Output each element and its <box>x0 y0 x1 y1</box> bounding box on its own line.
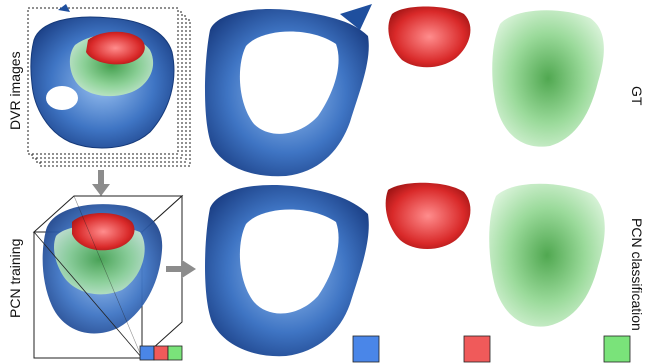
cube-edge <box>33 231 143 359</box>
cube-hidden-edge <box>73 195 143 359</box>
pcn-training-label: PCN training <box>7 239 23 318</box>
pcn-blue-hole <box>239 209 339 314</box>
pcn-green-shape <box>489 183 605 327</box>
class-swatch-green <box>603 335 631 363</box>
dvr-hole <box>46 86 78 110</box>
pcn-training-cube <box>32 194 184 360</box>
pcn-blue-render <box>205 184 369 357</box>
down-arrow-icon <box>92 170 110 196</box>
class-swatch-blue <box>352 335 380 363</box>
dvr-images-label: DVR images <box>7 51 23 130</box>
legend-swatch-red <box>153 345 169 361</box>
gt-green-render <box>492 10 604 147</box>
pcn-red-render <box>385 182 471 249</box>
pcn-red-points <box>72 213 135 251</box>
legend-swatch-blue <box>139 345 155 361</box>
class-swatch-red <box>463 335 491 363</box>
pcn-red-shape <box>385 182 471 249</box>
dvr-red-volume <box>86 31 145 65</box>
pcn-classification-label: PCN classification <box>629 218 645 331</box>
dvr-top-fragment <box>58 4 70 12</box>
gt-label: GT <box>629 86 645 106</box>
gt-red-shape <box>388 6 471 68</box>
cube-legend <box>139 345 183 361</box>
pcn-green-render <box>489 183 605 327</box>
dvr-image-stack <box>27 4 191 167</box>
gt-red-render <box>388 6 471 68</box>
legend-swatch-green <box>167 345 183 361</box>
gt-blue-fragment <box>340 4 372 30</box>
right-arrow-icon <box>166 260 196 278</box>
gt-green-shape <box>492 10 604 147</box>
gt-blue-render <box>205 4 372 177</box>
gt-blue-hole <box>239 31 339 134</box>
